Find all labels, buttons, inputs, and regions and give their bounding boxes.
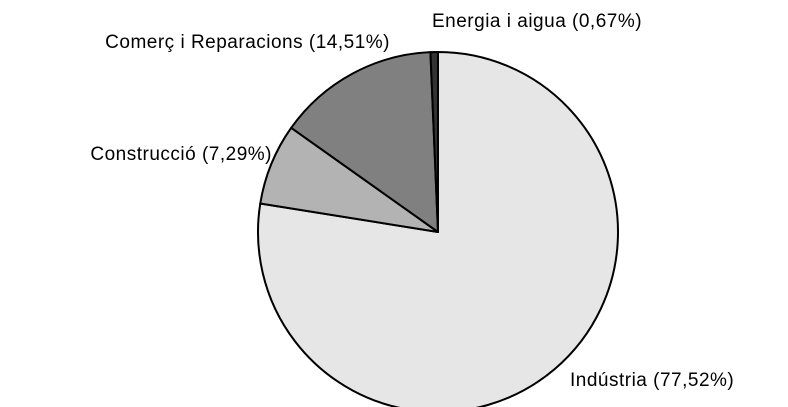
pie-slice xyxy=(429,51,439,233)
slice-label: Construcció (7,29%) xyxy=(90,144,272,165)
pie-slice xyxy=(257,51,619,407)
slice-label: Comerç i Reparacions (14,51%) xyxy=(105,32,390,53)
slice-label: Energia i aigua (0,67%) xyxy=(432,11,642,32)
slice-label: Indústria (77,52%) xyxy=(570,370,734,391)
pie-slice xyxy=(290,51,439,233)
